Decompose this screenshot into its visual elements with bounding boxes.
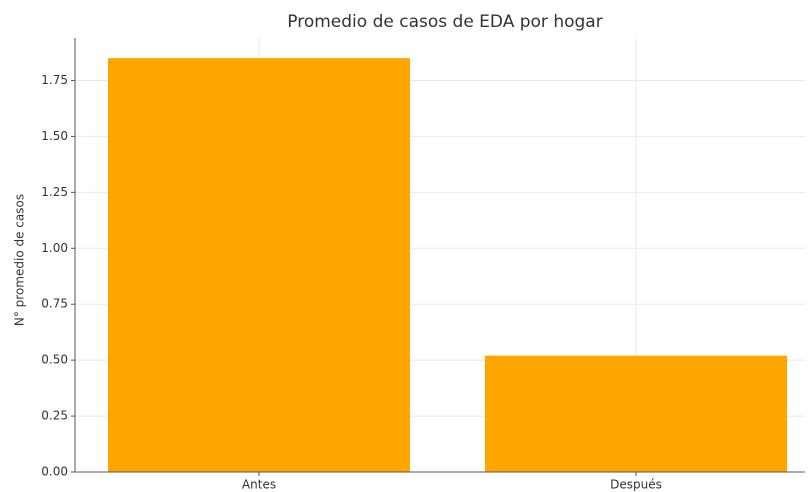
bar — [485, 355, 787, 472]
y-tick-label: 0.25 — [41, 409, 68, 423]
bar — [108, 58, 410, 472]
y-tick-label: 1.00 — [41, 241, 68, 255]
chart-title: Promedio de casos de EDA por hogar — [287, 12, 602, 32]
x-tick-label: Antes — [242, 478, 276, 492]
x-tick-label: Después — [610, 478, 662, 492]
y-tick-label: 1.25 — [41, 185, 68, 199]
y-tick-label: 1.50 — [41, 129, 68, 143]
y-tick-label: 0.50 — [41, 353, 68, 367]
y-tick-label: 0.75 — [41, 297, 68, 311]
y-axis-label: N° promedio de casos — [13, 194, 27, 326]
y-tick-label: 0.00 — [41, 465, 68, 479]
y-tick-label: 1.75 — [41, 73, 68, 87]
